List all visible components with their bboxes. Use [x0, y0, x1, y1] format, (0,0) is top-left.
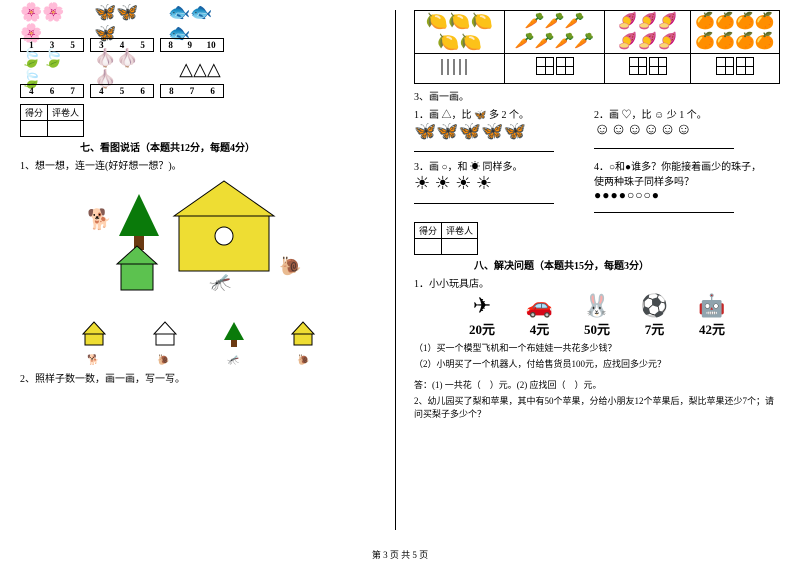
q8-1: 1．小小玩具店。 [414, 275, 780, 290]
house-outline-icon [150, 320, 180, 351]
oranges-icon: 🍊🍊🍊🍊🍊🍊🍊🍊 [691, 11, 779, 53]
q7-1: 1、想一想，连一连(好好想一想？)。 [20, 157, 377, 172]
icon-group: 🌸🌸🌸 [20, 10, 84, 36]
left-column: 🌸🌸🌸 🦋🦋🦋 🐟🐟🐟 135 345 8910 🍃🍃🍃 🧄🧄🧄 △△△ 467… [20, 10, 377, 530]
house-icon [288, 320, 318, 351]
lemons-icon: 🍋🍋🍋🍋🍋 [415, 11, 505, 53]
svg-text:🦟: 🦟 [209, 272, 231, 292]
page-footer: 第 3 页 共 5 页 [0, 548, 800, 561]
shop-item: 🤖42元 [685, 293, 740, 338]
q3-3: 3．画 ○，和 ☀ 同样多。 ☀ ☀ ☀ ☀ [414, 158, 584, 216]
numbox: 8910 [160, 38, 224, 52]
icon-group: △△△ [168, 56, 232, 82]
houses-picture: 🐕 🐌 🦟 [79, 176, 319, 316]
numbox: 876 [160, 84, 224, 98]
shop-row: ✈20元 🚗4元 🐰50元 ⚽7元 🤖42元 [414, 293, 780, 338]
answer-line[interactable] [594, 139, 734, 149]
shop-item: 🐰50元 [570, 293, 625, 338]
q3-3-text2: 同样多。 [483, 162, 523, 173]
dog-icon: 🐕 [87, 355, 99, 366]
tally-cell[interactable] [415, 54, 505, 83]
icon-group: 🍃🍃🍃 [20, 56, 84, 82]
suns: ☀ ☀ ☀ ☀ [414, 173, 492, 193]
grid-cell[interactable] [505, 54, 605, 83]
butterfly-icon: 🦋 [474, 110, 486, 121]
q3-2: 2．画 ♡，比 ☺ 少 1 个。 ☺☺☺☺☺☺ [594, 106, 764, 155]
icon-group: 🧄🧄🧄 [94, 56, 158, 82]
grader-blank[interactable] [48, 121, 84, 137]
grid-cell[interactable] [691, 54, 779, 83]
house-icon [79, 320, 109, 351]
shop-item: ⚽7元 [627, 293, 682, 338]
answer-line[interactable] [414, 194, 554, 204]
score-cell: 得分 [21, 105, 48, 121]
svg-text:🐌: 🐌 [279, 256, 301, 276]
q3-1-text2: 多 2 个。 [489, 110, 529, 121]
fruit-table: 🍋🍋🍋🍋🍋 🥕🥕🥕🥕🥕🥕🥕 🍠🍠🍠🍠🍠🍠 🍊🍊🍊🍊🍊🍊🍊🍊 [414, 10, 780, 54]
q3-1: 1．画 △，比 🦋 多 2 个。 🦋🦋🦋🦋🦋 [414, 106, 584, 155]
q3-2-text: 2．画 ♡，比 ☺ 少 1 个。 [594, 110, 707, 121]
answer-line[interactable] [594, 203, 734, 213]
score-cell: 得分 [415, 223, 442, 239]
smileys: ☺☺☺☺☺☺ [594, 121, 692, 138]
snail-icon: 🐌 [297, 355, 309, 366]
bug-icon: 🦟 [227, 355, 239, 366]
ball-icon: ⚽ [627, 293, 682, 319]
svg-text:🐕: 🐕 [87, 207, 112, 231]
beads: ●●●●○○○● [594, 188, 660, 202]
match-row2: 🐕 🐌 🦟 🐌 [59, 355, 339, 366]
icon-group: 🐟🐟🐟 [168, 10, 232, 36]
q7-2: 2、照样子数一数，画一画，写一写。 [20, 370, 377, 385]
carrots-icon: 🥕🥕🥕🥕🥕🥕🥕 [505, 11, 605, 53]
grader-blank[interactable] [442, 239, 478, 255]
q3-4-text: 4．○和●谁多？你能接着画少的珠子，使两种珠子同样多吗？ [594, 162, 761, 188]
car-icon: 🚗 [512, 293, 567, 319]
q3-4: 4．○和●谁多？你能接着画少的珠子，使两种珠子同样多吗？ ●●●●○○○● [594, 158, 764, 216]
section8-title: 八、解决问题（本题共15分，每题3分） [474, 257, 780, 272]
icons-top: 🌸🌸🌸 🦋🦋🦋 🐟🐟🐟 [20, 10, 377, 36]
numbox: 456 [90, 84, 154, 98]
doll-icon: 🐰 [570, 293, 625, 319]
shop-item: ✈20元 [455, 293, 510, 338]
robot-icon: 🤖 [685, 293, 740, 319]
numboxes-row2: 467 456 876 [20, 84, 377, 98]
score-blank[interactable] [415, 239, 442, 255]
snail-icon: 🐌 [157, 355, 169, 366]
q3-1-text: 1．画 △，比 [414, 110, 472, 121]
q8-ans: 答：(1) 一共花（ ）元。(2) 应找回（ ）元。 [414, 378, 780, 391]
match-row1 [59, 320, 339, 351]
icon-group: 🦋🦋🦋 [94, 10, 158, 36]
score-table-8: 得分评卷人 [414, 222, 478, 255]
section7-title: 七、看图说话（本题共12分，每题4分） [80, 139, 377, 154]
beets-icon: 🍠🍠🍠🍠🍠🍠 [605, 11, 691, 53]
score-blank[interactable] [21, 121, 48, 137]
grader-cell: 评卷人 [442, 223, 478, 239]
grid-cell[interactable] [605, 54, 691, 83]
icons-mid: 🍃🍃🍃 🧄🧄🧄 △△△ [20, 56, 377, 82]
column-divider [395, 10, 396, 530]
shop-item: 🚗4元 [512, 293, 567, 338]
answer-line[interactable] [414, 142, 554, 152]
right-column: 🍋🍋🍋🍋🍋 🥕🥕🥕🥕🥕🥕🥕 🍠🍠🍠🍠🍠🍠 🍊🍊🍊🍊🍊🍊🍊🍊 3、画一画。 1．画… [414, 10, 780, 530]
butterflies: 🦋🦋🦋🦋🦋 [414, 121, 526, 141]
q3-3-text: 3．画 ○，和 [414, 162, 468, 173]
q8-1-2: （2）小明买了一个机器人，付给售货员100元，应找回多少元？ [414, 357, 780, 370]
q3-title: 3、画一画。 [414, 88, 780, 103]
q8-1-1: （1）买一个模型飞机和一个布娃娃一共花多少钱？ [414, 341, 780, 354]
draw-row1: 1．画 △，比 🦋 多 2 个。 🦋🦋🦋🦋🦋 2．画 ♡，比 ☺ 少 1 个。 … [414, 106, 780, 155]
tree-icon [221, 320, 247, 351]
grader-cell: 评卷人 [48, 105, 84, 121]
draw-row2: 3．画 ○，和 ☀ 同样多。 ☀ ☀ ☀ ☀ 4．○和●谁多？你能接着画少的珠子… [414, 158, 780, 216]
score-table: 得分评卷人 [20, 104, 84, 137]
q8-2: 2、幼儿园买了梨和苹果，其中有50个苹果，分给小朋友12个苹果后，梨比苹果还少7… [414, 394, 780, 420]
sun-icon: ☀ [470, 162, 480, 173]
plane-icon: ✈ [455, 293, 510, 319]
tally-row [414, 54, 780, 84]
numbox: 467 [20, 84, 84, 98]
